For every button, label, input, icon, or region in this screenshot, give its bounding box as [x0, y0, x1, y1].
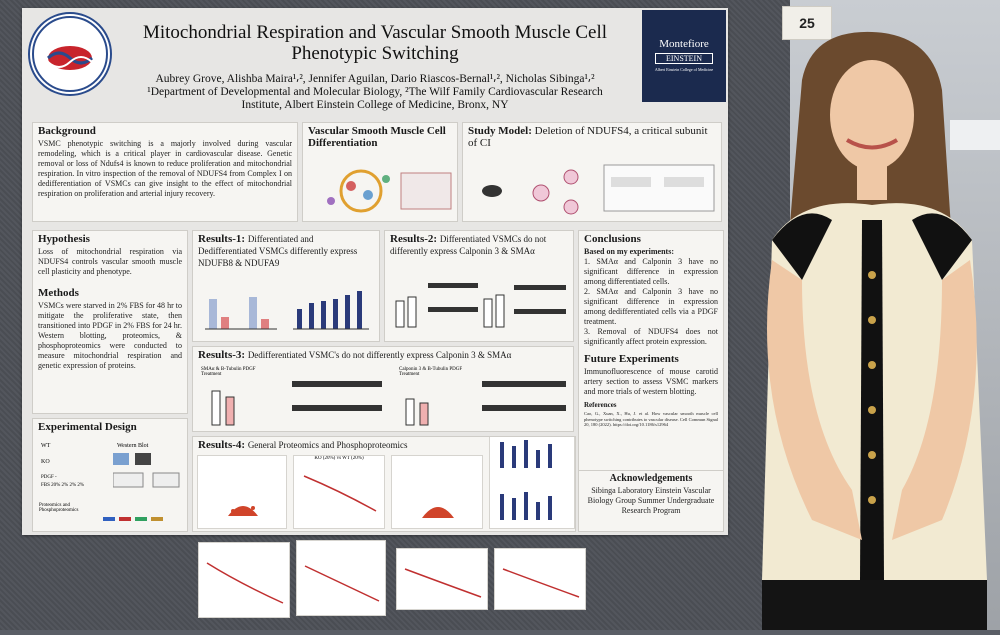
results-2-panel: Results-2: Differentiated VSMCs do not d…	[384, 230, 574, 342]
poster-title-block: Mitochondrial Respiration and Vascular S…	[134, 16, 616, 128]
presenter-person	[742, 20, 1000, 630]
volcano-plot-2	[391, 455, 483, 529]
results-1-heading: Results-1:	[198, 233, 246, 245]
results-3-charts	[211, 381, 566, 426]
montefiore-einstein-logo: Montefiore EINSTEIN Albert Einstein Coll…	[642, 10, 726, 102]
pinned-figure-1	[198, 542, 290, 618]
study-model-heading: Study Model:	[468, 125, 532, 137]
ceiling-light	[950, 120, 1000, 150]
results-4-heading: Results-4:	[198, 439, 246, 451]
poster-authors: Aubrey Grove, Alishba Maira¹⸴², Jennifer…	[155, 72, 595, 85]
hypothesis-methods-panel: Hypothesis Loss of mitochondrial respira…	[32, 230, 188, 414]
research-poster: Mitochondrial Respiration and Vascular S…	[22, 8, 728, 535]
conclusions-panel: Conclusions Based on my experiments: 1. …	[578, 230, 724, 490]
conclusion-item-3: 3. Removal of NDUFS4 does not significan…	[584, 327, 718, 346]
results-2-charts	[395, 283, 566, 328]
bar-charts-proteomics	[489, 437, 575, 529]
study-model-subheading: Deletion of NDUFS4, a critical subunit o…	[468, 125, 708, 149]
background-text: VSMC phenotypic switching is a majorly i…	[38, 139, 292, 198]
hypothesis-text: Loss of mitochondrial respiration via ND…	[38, 247, 182, 276]
study-model-diagram	[482, 164, 715, 215]
results-3-panel: Results-3: Dedifferentiated VSMC's do no…	[192, 346, 574, 432]
results-1-text: Differentiated and Dedifferentiated VSMC…	[198, 234, 358, 268]
study-model-panel: Study Model: Deletion of NDUFS4, a criti…	[462, 122, 722, 222]
results-1-charts	[205, 291, 369, 330]
vsm-differentiation-heading: Vascular Smooth Muscle Cell Differentiat…	[308, 125, 446, 149]
pinned-figure-4	[494, 548, 586, 610]
poster-title: Mitochondrial Respiration and Vascular S…	[142, 22, 608, 65]
future-experiments-heading: Future Experiments	[584, 353, 679, 365]
conclusions-heading: Conclusions	[584, 233, 641, 245]
hypothesis-heading: Hypothesis	[38, 233, 90, 245]
results-4-panel: Results-4: General Proteomics and Phosph…	[192, 436, 576, 532]
volcano-plot-1	[197, 455, 287, 529]
results-2-heading: Results-2:	[390, 233, 438, 245]
future-experiments-text: Immunofluorescence of mouse carotid arte…	[584, 367, 718, 396]
results-2-text: Differentiated VSMCs do not differently …	[390, 234, 547, 256]
references-text: Cao, G., Xuan, X., Hu, J. et al. How vas…	[584, 411, 718, 428]
conclusions-lead: Based on my experiments:	[584, 247, 674, 256]
proteomics-legend	[103, 517, 163, 521]
pinned-figure-2	[296, 540, 386, 616]
conclusion-item-1: 1. SMAα and Calponin 3 have no significa…	[584, 257, 718, 286]
references-heading: References	[584, 401, 617, 409]
background-heading: Background	[38, 125, 96, 137]
acknowledgements-heading: Acknowledgements	[609, 473, 693, 484]
acknowledgements-text: Sibinga Laboratory Einstein Vascular Bio…	[587, 486, 715, 515]
calponin-pdgf-label: Calponin 3 & B-Tubulin PDGF Treatment	[399, 367, 463, 377]
experimental-design-panel: Experimental Design WT KO PDGF - FBS 20%…	[32, 418, 188, 532]
background-panel: Background VSMC phenotypic switching is …	[32, 122, 298, 222]
ranked-plot-1: KO (20%) vs WT (20%)	[293, 455, 385, 529]
pinned-figure-3	[396, 548, 488, 610]
sma-pdgf-label: SMAα & B-Tubulin PDGF Treatment	[201, 367, 256, 377]
results-3-heading: Results-3:	[198, 349, 246, 361]
experimental-design-heading: Experimental Design	[38, 421, 137, 433]
vsm-differentiation-diagram	[327, 169, 452, 213]
einstein-vascular-logo	[28, 12, 112, 96]
western-blot-icons	[113, 453, 180, 488]
booth-number: 25	[782, 6, 832, 40]
poster-affiliations: ¹Department of Developmental and Molecul…	[147, 85, 603, 112]
acknowledgements-panel: Acknowledgements Sibinga Laboratory Eins…	[578, 470, 724, 532]
results-1-panel: Results-1: Differentiated and Dedifferen…	[192, 230, 380, 342]
vsm-differentiation-panel: Vascular Smooth Muscle Cell Differentiat…	[302, 122, 458, 222]
results-3-text: Dedifferentiated VSMC's do not different…	[247, 350, 512, 360]
conclusion-item-2: 2. SMAα and Calponin 3 have no significa…	[584, 287, 718, 326]
methods-text: VSMCs were starved in 2% FBS for 48 hr t…	[38, 301, 182, 370]
results-4-text: General Proteomics and Phosphoproteomics	[247, 440, 408, 450]
methods-heading: Methods	[38, 287, 79, 299]
